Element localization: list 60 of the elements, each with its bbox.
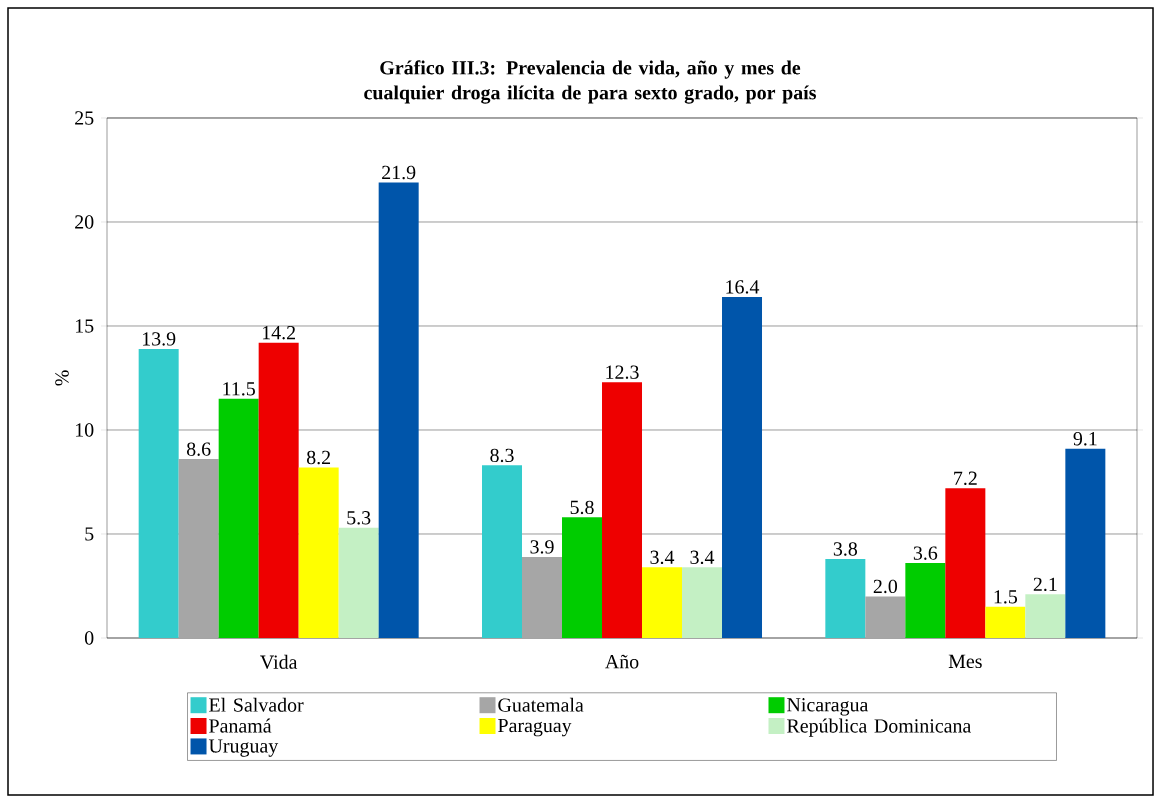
data-label: 7.2 [954,471,977,486]
legend-label: Guatemala [498,697,584,712]
data-label: 3.6 [913,546,938,560]
data-label: 3.9 [530,540,554,554]
legend-label: Nicaragua [787,698,869,716]
x-tick-label: Vida [260,654,298,669]
legend-label: Panamá [209,718,272,733]
data-label: 13.9 [142,332,176,346]
data-label: 12.3 [606,365,639,379]
data-label: 2.0 [873,579,898,594]
chart-title: Gráfico III.3: Prevalencia de vida, año y mes de cualquier droga ilícita de para sexto grado, por país [364,60,816,104]
x-tick-label: Año [605,654,639,669]
y-tick-label: 25 [75,111,94,125]
bar [722,296,763,638]
bar [825,558,866,638]
y-tick-label: 10 [75,423,94,437]
data-label: 14.2 [262,325,295,340]
y-tick-label: 0 [84,631,94,645]
bar [905,563,946,638]
data-label: 3.4 [650,550,675,565]
data-label: 3.4 [690,550,715,565]
data-label: 21.9 [382,165,416,180]
legend-label: Uruguay [208,739,279,757]
data-label: 3.8 [833,542,858,556]
data-label: 9.1 [1073,432,1097,446]
legend-label: El Salvador [209,697,304,712]
y-tick-label: 5 [85,527,94,541]
data-label: 2.1 [1033,577,1057,592]
bar [865,596,906,638]
bar [298,467,339,638]
data-label: 5.3 [347,511,371,525]
bar [985,606,1026,638]
legend-label: Paraguay [498,718,572,737]
bar [945,488,986,638]
y-tick-label: 15 [75,319,94,333]
bar [602,382,643,638]
data-label: 16.4 [726,280,760,294]
bar [138,348,179,638]
data-label: 8.2 [306,450,331,465]
bar [1025,594,1066,638]
bar [338,527,379,638]
data-label: 8.6 [186,442,211,456]
legend-label: República Dominicana [787,718,972,737]
data-label: 11.5 [223,382,255,396]
bar [522,556,562,638]
y-tick-label: 20 [75,215,94,229]
data-label: 5.8 [570,500,594,515]
bar [1065,448,1106,638]
data-label: 8.3 [490,448,514,463]
bar [642,567,683,638]
bar [178,459,219,638]
y-axis-title: % [55,370,69,386]
bar [682,567,723,638]
data-label: 1.5 [994,590,1018,604]
bar [482,465,522,638]
bar [378,182,419,638]
bar [218,398,259,638]
bar [258,342,299,638]
bar [562,517,602,638]
x-tick-label: Mes [948,654,982,669]
